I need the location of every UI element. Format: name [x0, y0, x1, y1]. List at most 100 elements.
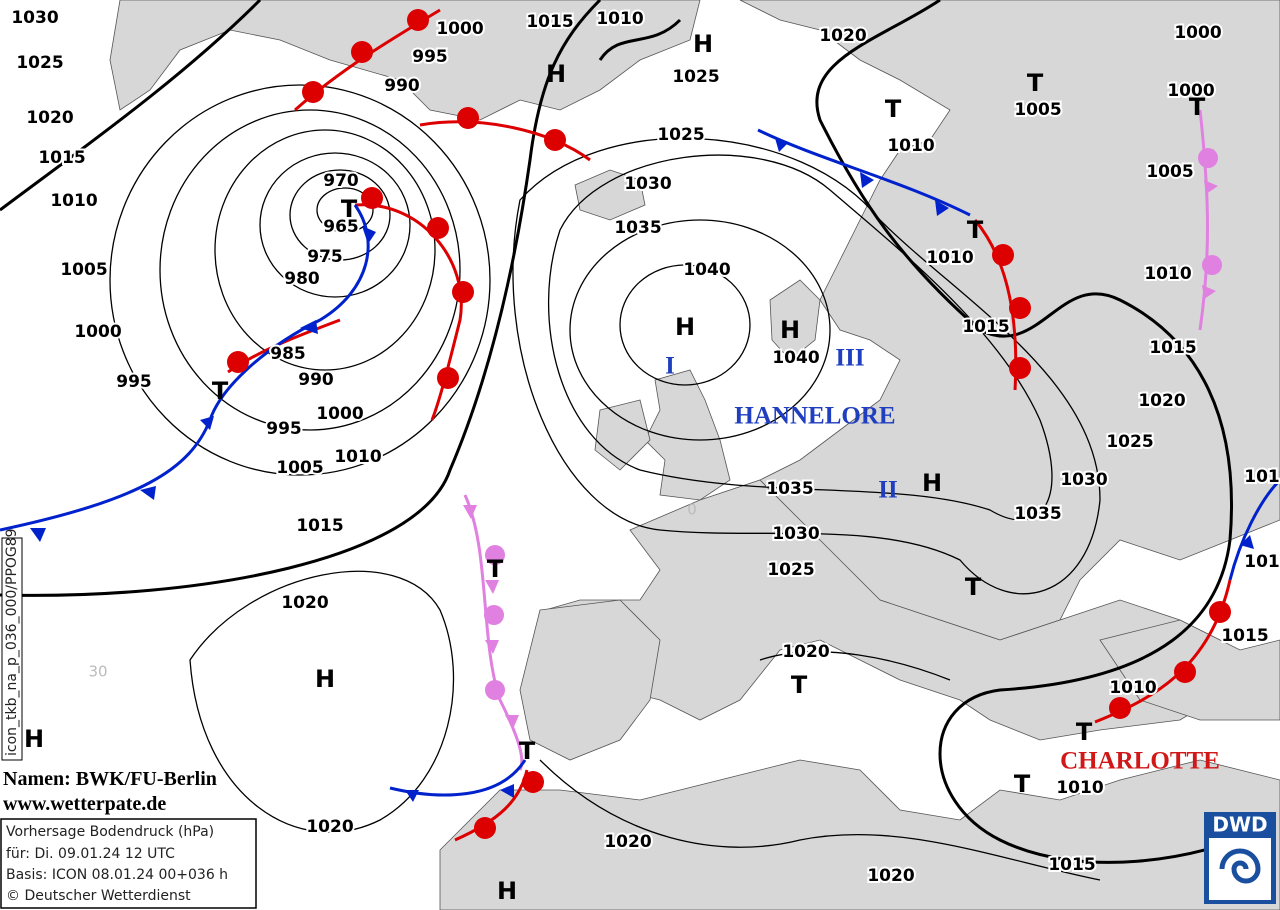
isobar-label: 1015 [1048, 855, 1095, 875]
isobar [548, 154, 1053, 521]
norway [769, 279, 821, 361]
isobar-label: 1010 [1109, 678, 1156, 698]
storm-name: HANNELORE [734, 403, 895, 430]
graticule-label: 0 [687, 501, 697, 519]
isobar-label: 1030 [11, 8, 58, 28]
isobar-label: 1025 [16, 53, 63, 73]
isobar-label: 1035 [766, 479, 813, 499]
isobar [619, 264, 751, 386]
isobar [512, 137, 1101, 595]
isobar-label: 1005 [1014, 100, 1061, 120]
isobar-label: 1010 [596, 9, 643, 29]
isobar [259, 152, 411, 298]
pressure-center: H [780, 316, 800, 344]
isobars [0, 0, 1261, 881]
isobar-label: 965 [323, 217, 359, 237]
isobar-label: 980 [284, 269, 320, 289]
isobar-label: 1020 [1138, 391, 1185, 411]
warm-front [419, 120, 591, 162]
isobar-label: 970 [323, 171, 359, 191]
isobar-label: 1035 [614, 218, 661, 238]
isobar [539, 759, 1101, 881]
isobar-thick [0, 0, 602, 597]
pressure-center: T [965, 573, 982, 601]
pressure-center: T [1027, 69, 1044, 97]
pressure-center: T [1076, 718, 1093, 746]
warm-front [354, 203, 463, 421]
isobar-label: 1015 [296, 516, 343, 536]
isobar-label: 1020 [306, 817, 353, 837]
product-code-box [1, 537, 23, 761]
isobar-label: 1005 [1146, 162, 1193, 182]
isobar-label: 1010 [887, 136, 934, 156]
pressure-center: H [693, 30, 713, 58]
product-code: icon_tkb_na_p_036_000/PPOG89 [4, 528, 20, 756]
isobar-label: 1015 [1149, 338, 1196, 358]
isobar-label: 1020 [819, 26, 866, 46]
isobar-label: 1040 [772, 348, 819, 368]
pressure-center: T [519, 737, 536, 765]
occlusion [463, 494, 524, 771]
credit-website: www.wetterpate.de [3, 793, 166, 815]
info-line: Basis: ICON 08.01.24 00+036 h [6, 867, 228, 883]
isobar-label: 995 [266, 419, 302, 439]
pressure-center: H [315, 665, 335, 693]
isobar-label: 1015 [526, 12, 573, 32]
pressure-center: H [675, 313, 695, 341]
isobar [189, 570, 455, 833]
isobar [214, 129, 436, 371]
isobar-label: 1010 [1144, 264, 1191, 284]
fronts [0, 8, 1280, 842]
isobar-label: 1020 [26, 108, 73, 128]
graticule-label: 30 [88, 663, 107, 681]
occlusion-symbols [463, 148, 1222, 729]
pressure-center: T [885, 95, 902, 123]
storm-name: CHARLOTTE [1060, 748, 1220, 775]
isobar-label: 1040 [683, 260, 730, 280]
pressure-center: H [24, 725, 44, 753]
isobar [109, 84, 491, 476]
isobar-label: 1030 [772, 524, 819, 544]
isobar-label: 1020 [782, 642, 829, 662]
isobar-label: 985 [270, 344, 306, 364]
iberia [519, 599, 661, 761]
isobar [759, 651, 951, 681]
isobar [289, 169, 391, 261]
isobar-label: 1010 [926, 248, 973, 268]
pressure-center: T [212, 377, 229, 405]
pressure-center: H [922, 469, 942, 497]
pressure-center: T [487, 555, 504, 583]
iceland [574, 169, 646, 221]
pressure-center: T [1014, 770, 1031, 798]
isobar-label: 990 [298, 370, 334, 390]
isobar-label: 1020 [604, 832, 651, 852]
isobar-label: 975 [307, 247, 343, 267]
isobar [159, 109, 461, 431]
isobar-label: 1025 [657, 125, 704, 145]
marker: I [665, 353, 675, 380]
pressure-center: T [1189, 93, 1206, 121]
isobar-label: 101 [1244, 467, 1280, 487]
labels: 1030102510201015101010051000995980975965… [9, 6, 1280, 905]
isobar-label: 1010 [334, 447, 381, 467]
isobar-label: 1015 [1221, 626, 1268, 646]
isobar-label: 1025 [1106, 432, 1153, 452]
pressure-center: T [791, 671, 808, 699]
credit-names: Namen: BWK/FU-Berlin [3, 768, 217, 790]
logo-swirl [1219, 848, 1261, 884]
pressure-center: T [341, 195, 358, 223]
isobar-label: 1025 [672, 67, 719, 87]
isobar-label: 1015 [38, 148, 85, 168]
isobar-thick [598, 18, 682, 61]
isobar-label: 1030 [1060, 470, 1107, 490]
isobar-label: 995 [412, 47, 448, 67]
warm-front-symbols [227, 9, 1231, 839]
marker: II [878, 477, 897, 504]
info-line: für: Di. 09.01.24 12 UTC [6, 846, 175, 862]
isobar-label: 1030 [624, 174, 671, 194]
cold-front-symbols [30, 138, 1254, 802]
isobar-label: 1005 [276, 458, 323, 478]
isobar-label: 1000 [436, 19, 483, 39]
